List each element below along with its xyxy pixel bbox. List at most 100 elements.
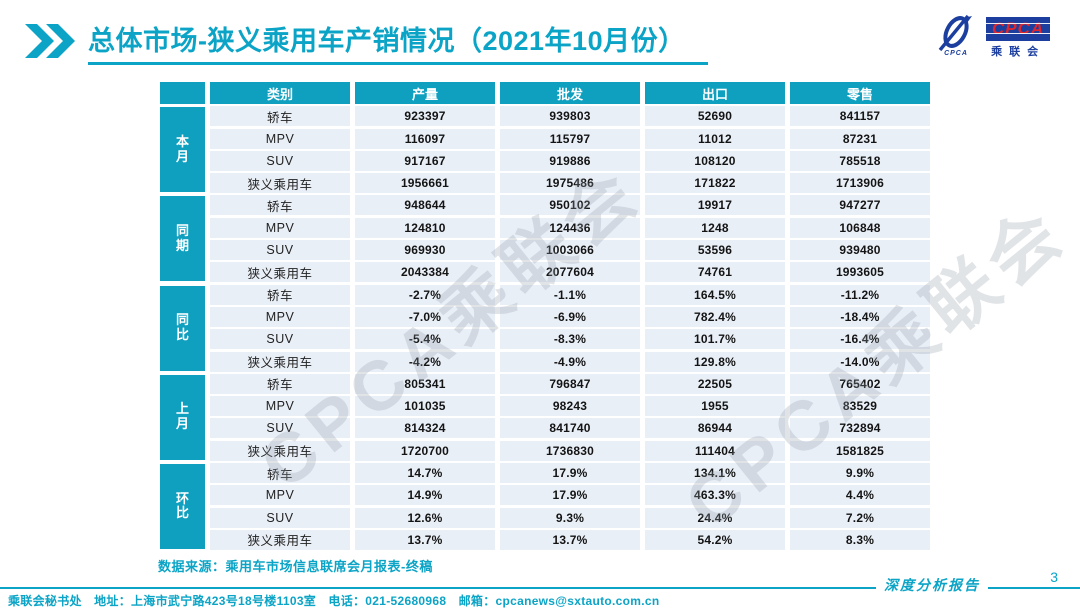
value-cell: 101.7% bbox=[645, 329, 785, 350]
row-group-label: 环比 bbox=[160, 464, 205, 549]
value-cell: 13.7% bbox=[355, 529, 495, 550]
category-cell: SUV bbox=[210, 329, 350, 350]
value-cell: 74761 bbox=[645, 262, 785, 283]
value-cell: -5.4% bbox=[355, 329, 495, 350]
value-cell: 1713906 bbox=[790, 173, 930, 194]
category-cell: 狭义乘用车 bbox=[210, 262, 350, 283]
category-cell: MPV bbox=[210, 396, 350, 417]
value-cell: 732894 bbox=[790, 418, 930, 439]
row-group-label: 上月 bbox=[160, 374, 205, 460]
value-cell: 11012 bbox=[645, 128, 785, 149]
value-cell: 53596 bbox=[645, 240, 785, 261]
value-cell: 24.4% bbox=[645, 507, 785, 528]
category-cell: MPV bbox=[210, 485, 350, 506]
value-cell: 969930 bbox=[355, 240, 495, 261]
value-cell: 4.4% bbox=[790, 485, 930, 506]
value-cell: 814324 bbox=[355, 418, 495, 439]
footer-rule: 深度分析报告 3 bbox=[0, 569, 1080, 595]
value-cell: 14.9% bbox=[355, 485, 495, 506]
double-chevron-icon bbox=[25, 24, 75, 58]
value-cell: 98243 bbox=[500, 396, 640, 417]
value-cell: 1993605 bbox=[790, 262, 930, 283]
value-cell: -8.3% bbox=[500, 329, 640, 350]
value-cell: -16.4% bbox=[790, 329, 930, 350]
report-type-label: 深度分析报告 bbox=[884, 578, 980, 595]
value-cell: 841740 bbox=[500, 418, 640, 439]
value-cell: 948644 bbox=[355, 195, 495, 216]
value-cell: 463.3% bbox=[645, 485, 785, 506]
value-cell: -18.4% bbox=[790, 306, 930, 327]
category-cell: 狭义乘用车 bbox=[210, 173, 350, 194]
value-cell: 841157 bbox=[790, 106, 930, 127]
category-cell: 狭义乘用车 bbox=[210, 440, 350, 461]
value-cell: 12.6% bbox=[355, 507, 495, 528]
value-cell: 1975486 bbox=[500, 173, 640, 194]
row-group-label-char: 月 bbox=[175, 416, 189, 432]
logo-swoosh-caption: CPCA bbox=[944, 50, 968, 57]
value-cell: 101035 bbox=[355, 396, 495, 417]
value-cell: 134.1% bbox=[645, 463, 785, 484]
logo-en-text: CPCA bbox=[986, 17, 1051, 41]
category-cell: 轿车 bbox=[210, 373, 350, 394]
value-cell: 108120 bbox=[645, 150, 785, 171]
value-cell: 950102 bbox=[500, 195, 640, 216]
row-group-label-char: 本 bbox=[175, 133, 189, 149]
value-cell: 171822 bbox=[645, 173, 785, 194]
row-group-label-char: 比 bbox=[175, 505, 189, 521]
footer-right-end: 3 bbox=[988, 569, 1080, 595]
footer-line-left bbox=[0, 587, 876, 590]
column-header: 出口 bbox=[645, 82, 785, 104]
page-number: 3 bbox=[1050, 569, 1058, 585]
row-group-label: 同比 bbox=[160, 285, 205, 371]
value-cell: 8.3% bbox=[790, 529, 930, 550]
logo-wordmark: CPCA 乘联会 bbox=[986, 17, 1051, 59]
value-cell: 22505 bbox=[645, 373, 785, 394]
value-cell: 939803 bbox=[500, 106, 640, 127]
column-header: 产量 bbox=[355, 82, 495, 104]
category-cell: MPV bbox=[210, 128, 350, 149]
logo-cn-text: 乘联会 bbox=[991, 46, 1046, 58]
value-cell: 2043384 bbox=[355, 262, 495, 283]
value-cell: 917167 bbox=[355, 150, 495, 171]
value-cell: 115797 bbox=[500, 128, 640, 149]
value-cell: 13.7% bbox=[500, 529, 640, 550]
value-cell: -2.7% bbox=[355, 284, 495, 305]
value-cell: 83529 bbox=[790, 396, 930, 417]
footer-line-right bbox=[988, 587, 1080, 590]
value-cell: 1956661 bbox=[355, 173, 495, 194]
row-group-label-char: 同 bbox=[175, 222, 189, 238]
value-cell: 111404 bbox=[645, 440, 785, 461]
value-cell: 17.9% bbox=[500, 485, 640, 506]
value-cell: 116097 bbox=[355, 128, 495, 149]
value-cell: 124436 bbox=[500, 217, 640, 238]
page-title: 总体市场-狭义乘用车产销情况（2021年10月份） bbox=[88, 19, 708, 65]
row-group-label-char: 上 bbox=[175, 401, 189, 417]
column-header: 类别 bbox=[210, 82, 350, 104]
value-cell: 923397 bbox=[355, 106, 495, 127]
category-cell: MPV bbox=[210, 217, 350, 238]
column-header: 零售 bbox=[790, 82, 930, 104]
value-cell: 7.2% bbox=[790, 507, 930, 528]
category-cell: MPV bbox=[210, 306, 350, 327]
category-cell: SUV bbox=[210, 418, 350, 439]
category-cell: SUV bbox=[210, 507, 350, 528]
data-source-note: 数据来源：乘用车市场信息联席会月报表-终稿 bbox=[158, 559, 433, 574]
table-grid: 类别 产量 批发 出口 零售本月轿车 923397 939803 52690 841157 MPV… bbox=[160, 82, 930, 550]
value-cell: 1955 bbox=[645, 396, 785, 417]
value-cell: 52690 bbox=[645, 106, 785, 127]
value-cell: 87231 bbox=[790, 128, 930, 149]
value-cell: 9.3% bbox=[500, 507, 640, 528]
cpca-logo: CPCA CPCA 乘联会 bbox=[930, 12, 1056, 64]
value-cell: -1.1% bbox=[500, 284, 640, 305]
value-cell: -7.0% bbox=[355, 306, 495, 327]
value-cell: 164.5% bbox=[645, 284, 785, 305]
row-group-label-char: 环 bbox=[175, 490, 189, 506]
row-group-label: 本月 bbox=[160, 107, 205, 193]
category-cell: 轿车 bbox=[210, 195, 350, 216]
value-cell: 106848 bbox=[790, 217, 930, 238]
category-cell: 狭义乘用车 bbox=[210, 351, 350, 372]
contact-info: 乘联会秘书处 地址：上海市武宁路423号18号楼1103室 电话：021-526… bbox=[8, 594, 660, 608]
row-group-label: 同期 bbox=[160, 196, 205, 282]
category-cell: SUV bbox=[210, 240, 350, 261]
